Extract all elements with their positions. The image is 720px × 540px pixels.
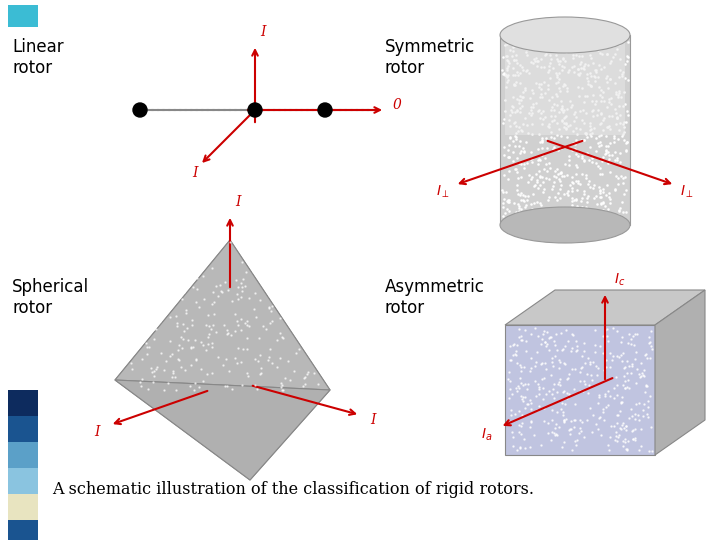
Polygon shape xyxy=(655,290,705,455)
FancyBboxPatch shape xyxy=(500,35,630,225)
Text: I: I xyxy=(94,425,100,439)
Circle shape xyxy=(248,103,262,117)
Text: $I_{\perp}$: $I_{\perp}$ xyxy=(680,184,694,200)
Text: Asymmetric
rotor: Asymmetric rotor xyxy=(385,278,485,317)
Polygon shape xyxy=(505,325,655,455)
Circle shape xyxy=(133,103,147,117)
Polygon shape xyxy=(115,240,330,390)
Ellipse shape xyxy=(500,17,630,53)
Text: Spherical
rotor: Spherical rotor xyxy=(12,278,89,317)
Ellipse shape xyxy=(500,207,630,243)
Bar xyxy=(8,442,38,468)
Polygon shape xyxy=(245,350,330,480)
Text: I: I xyxy=(370,413,376,427)
Text: $I_c$: $I_c$ xyxy=(614,272,626,288)
Polygon shape xyxy=(505,290,705,325)
Text: A schematic illustration of the classification of rigid rotors.: A schematic illustration of the classifi… xyxy=(52,482,534,498)
Text: $I_{\perp}$: $I_{\perp}$ xyxy=(436,184,450,200)
Bar xyxy=(8,520,38,540)
Polygon shape xyxy=(115,240,245,380)
Text: I: I xyxy=(260,25,266,39)
Text: 0: 0 xyxy=(392,98,402,112)
Text: Symmetric
rotor: Symmetric rotor xyxy=(385,38,475,77)
Polygon shape xyxy=(115,350,250,480)
Bar xyxy=(8,494,38,520)
Polygon shape xyxy=(115,380,330,480)
Polygon shape xyxy=(230,240,330,390)
Bar xyxy=(8,5,38,27)
Text: I: I xyxy=(192,166,198,180)
FancyBboxPatch shape xyxy=(505,40,625,135)
Bar xyxy=(8,390,38,416)
Circle shape xyxy=(318,103,332,117)
Text: $I_a$: $I_a$ xyxy=(481,427,492,443)
Bar xyxy=(8,416,38,442)
Text: I: I xyxy=(235,195,240,209)
Text: Linear
rotor: Linear rotor xyxy=(12,38,63,77)
Bar xyxy=(8,468,38,494)
